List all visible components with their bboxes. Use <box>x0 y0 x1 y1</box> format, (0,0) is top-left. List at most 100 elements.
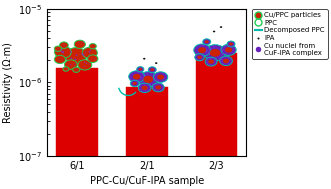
Circle shape <box>82 47 97 58</box>
Circle shape <box>137 67 144 72</box>
Circle shape <box>89 43 96 49</box>
Circle shape <box>61 51 62 52</box>
Bar <box>56 68 98 189</box>
Circle shape <box>162 73 163 74</box>
Circle shape <box>224 46 225 47</box>
Circle shape <box>88 55 98 63</box>
Circle shape <box>54 46 62 51</box>
Circle shape <box>227 41 235 47</box>
Circle shape <box>61 49 63 50</box>
Circle shape <box>208 60 214 64</box>
Circle shape <box>86 63 87 64</box>
Circle shape <box>71 57 72 59</box>
Circle shape <box>229 43 233 45</box>
Circle shape <box>234 44 235 45</box>
Circle shape <box>141 89 142 90</box>
Circle shape <box>63 51 64 52</box>
Circle shape <box>140 76 141 77</box>
Circle shape <box>89 52 90 53</box>
Circle shape <box>84 62 85 63</box>
Circle shape <box>93 58 94 59</box>
Circle shape <box>150 68 154 71</box>
Circle shape <box>143 58 145 60</box>
Circle shape <box>205 57 217 66</box>
Circle shape <box>210 58 212 60</box>
Circle shape <box>208 43 209 44</box>
Circle shape <box>198 47 206 53</box>
Circle shape <box>89 64 90 65</box>
Circle shape <box>148 67 156 73</box>
Circle shape <box>203 39 211 45</box>
Circle shape <box>220 56 232 66</box>
Circle shape <box>85 51 86 53</box>
Circle shape <box>65 60 77 69</box>
Circle shape <box>75 54 77 56</box>
Circle shape <box>70 51 71 53</box>
Circle shape <box>222 50 223 51</box>
Circle shape <box>63 52 64 53</box>
Circle shape <box>150 70 151 71</box>
Circle shape <box>228 57 229 58</box>
Bar <box>126 88 168 189</box>
Circle shape <box>155 85 161 90</box>
Circle shape <box>206 50 208 51</box>
Circle shape <box>141 84 142 85</box>
Circle shape <box>81 42 82 43</box>
Circle shape <box>205 40 209 43</box>
Circle shape <box>63 44 64 45</box>
Y-axis label: Resistivity (Ω·m): Resistivity (Ω·m) <box>3 42 13 123</box>
Circle shape <box>225 53 227 54</box>
Circle shape <box>211 64 212 65</box>
Circle shape <box>137 72 138 73</box>
Circle shape <box>65 48 87 64</box>
Circle shape <box>130 79 131 80</box>
Circle shape <box>74 59 76 60</box>
Circle shape <box>197 56 202 59</box>
Circle shape <box>142 79 143 80</box>
Circle shape <box>60 42 68 48</box>
Circle shape <box>70 64 71 65</box>
Circle shape <box>158 80 159 81</box>
Circle shape <box>138 72 159 87</box>
Circle shape <box>153 85 154 86</box>
Circle shape <box>195 54 204 61</box>
Circle shape <box>141 70 142 71</box>
Circle shape <box>139 67 140 68</box>
Circle shape <box>134 71 136 72</box>
Circle shape <box>164 78 165 79</box>
Circle shape <box>222 49 224 50</box>
Circle shape <box>213 46 215 48</box>
Circle shape <box>74 65 75 66</box>
Circle shape <box>133 74 141 80</box>
Circle shape <box>74 63 75 64</box>
Circle shape <box>152 83 164 92</box>
Circle shape <box>92 47 93 48</box>
Circle shape <box>81 53 83 55</box>
Circle shape <box>55 46 71 58</box>
Circle shape <box>90 50 91 51</box>
Circle shape <box>157 74 164 80</box>
Circle shape <box>207 60 208 61</box>
Circle shape <box>63 67 69 71</box>
Circle shape <box>143 76 153 83</box>
Circle shape <box>59 59 60 60</box>
Circle shape <box>155 62 158 64</box>
Circle shape <box>142 86 148 90</box>
Circle shape <box>147 73 148 74</box>
Circle shape <box>195 57 196 58</box>
Circle shape <box>144 84 145 86</box>
Circle shape <box>95 59 96 60</box>
Circle shape <box>157 74 158 75</box>
Circle shape <box>206 51 207 52</box>
Circle shape <box>155 70 156 71</box>
Circle shape <box>82 54 84 56</box>
Circle shape <box>130 80 139 87</box>
Circle shape <box>222 59 223 60</box>
Circle shape <box>208 52 210 53</box>
Circle shape <box>225 47 232 53</box>
Circle shape <box>154 77 155 78</box>
Circle shape <box>78 60 92 70</box>
Circle shape <box>62 52 63 53</box>
Circle shape <box>143 76 145 77</box>
X-axis label: PPC-Cu/CuF-IPA sample: PPC-Cu/CuF-IPA sample <box>90 176 204 186</box>
